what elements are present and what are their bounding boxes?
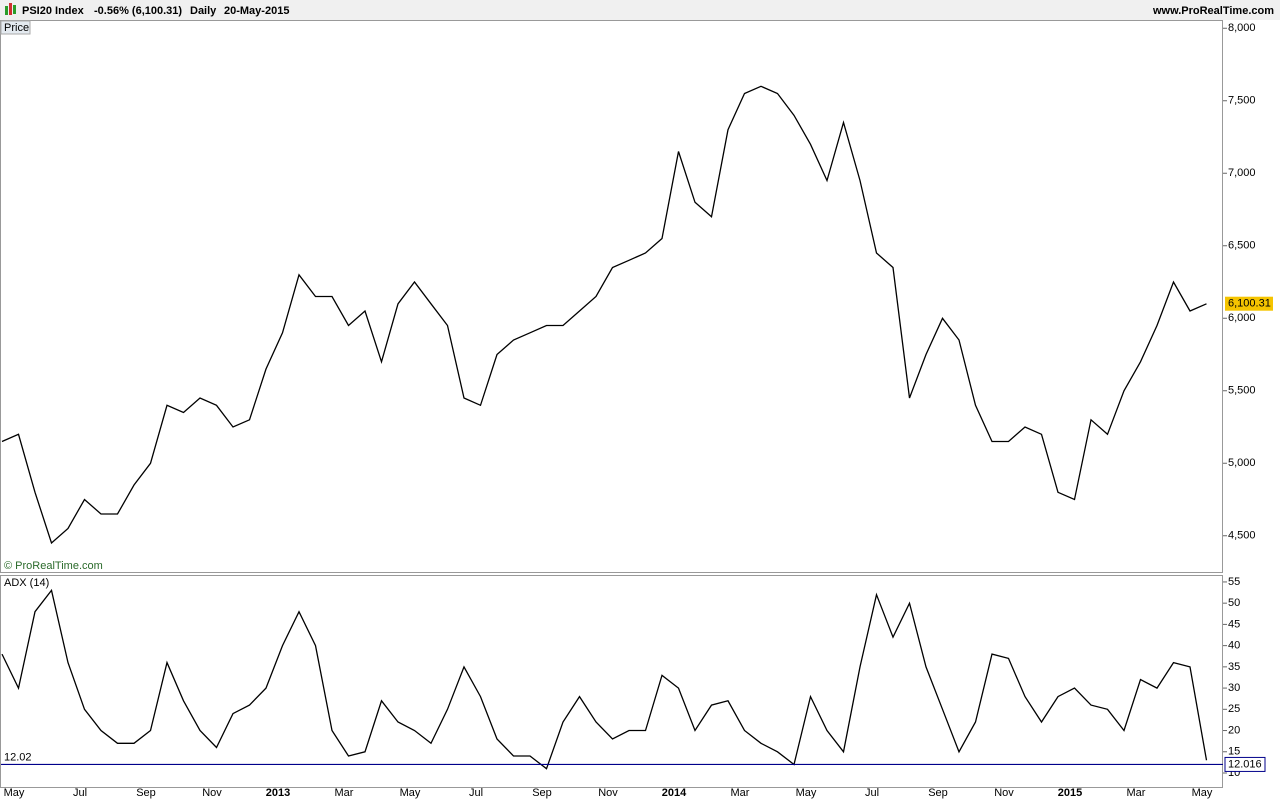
price-tag	[0, 20, 31, 35]
series-line	[1, 85, 1207, 545]
y-tick-label: 35	[1228, 661, 1240, 673]
reference-left-label: 12.02	[4, 751, 32, 763]
last-value-box	[1225, 296, 1273, 311]
y-tick-label: 55	[1228, 576, 1240, 588]
header-bar	[0, 0, 1280, 20]
x-tick-label: Sep	[136, 787, 156, 799]
y-tick-label: 6,000	[1228, 312, 1256, 324]
adx-label: ADX (14)	[4, 577, 49, 589]
date: 20-May-2015	[224, 5, 289, 17]
y-tick-label: 20	[1228, 724, 1240, 736]
price-frame	[0, 20, 1223, 573]
x-tick-label: May	[1192, 787, 1213, 799]
x-tick-label: Jul	[73, 787, 87, 799]
period: Daily	[190, 5, 217, 17]
y-tick-label: 15	[1228, 746, 1240, 758]
y-tick-label: 4,500	[1228, 530, 1256, 542]
x-tick-label: May	[400, 787, 421, 799]
symbol: PSI20 Index	[22, 5, 85, 17]
y-tick-label: 25	[1228, 703, 1240, 715]
x-tick-label: May	[4, 787, 25, 799]
y-tick-label: 5,000	[1228, 457, 1256, 469]
x-tick-label: Mar	[335, 787, 354, 799]
y-tick-label: 30	[1228, 682, 1240, 694]
price-label: Price	[4, 22, 29, 34]
x-tick-label: Jul	[469, 787, 483, 799]
x-tick-label: Sep	[928, 787, 948, 799]
y-tick-label: 7,000	[1228, 167, 1256, 179]
x-tick-label: Sep	[532, 787, 552, 799]
reference-box	[1224, 756, 1266, 772]
x-tick-label: Mar	[1127, 787, 1146, 799]
change: -0.56% (6,100.31)	[94, 5, 182, 17]
x-tick-label: 2014	[662, 787, 687, 799]
x-tick-label: Jul	[865, 787, 879, 799]
x-tick-label: Nov	[598, 787, 618, 799]
site: www.ProRealTime.com	[1152, 5, 1274, 17]
reference-right-label: 12.016	[1228, 758, 1262, 770]
icon	[5, 6, 8, 15]
x-tick-label: May	[796, 787, 817, 799]
y-tick-label: 6,500	[1228, 240, 1256, 252]
icon	[9, 3, 12, 15]
icon	[13, 5, 16, 14]
y-tick-label: 50	[1228, 597, 1240, 609]
x-tick-label: Nov	[994, 787, 1014, 799]
x-tick-label: Mar	[731, 787, 750, 799]
x-tick-label: 2015	[1058, 787, 1082, 799]
y-tick-label: 8,000	[1228, 22, 1256, 34]
y-tick-label: 40	[1228, 640, 1240, 652]
adx-frame	[0, 575, 1223, 788]
series-line	[1, 588, 1208, 770]
y-tick-label: 7,500	[1228, 95, 1256, 107]
x-tick-label: Nov	[202, 787, 222, 799]
last-value-label: 6,100.31	[1228, 298, 1271, 310]
x-tick-label: 2013	[266, 787, 290, 799]
y-tick-label: 45	[1228, 618, 1240, 630]
watermark: © ProRealTime.com	[4, 560, 103, 572]
y-tick-label: 5,500	[1228, 385, 1256, 397]
